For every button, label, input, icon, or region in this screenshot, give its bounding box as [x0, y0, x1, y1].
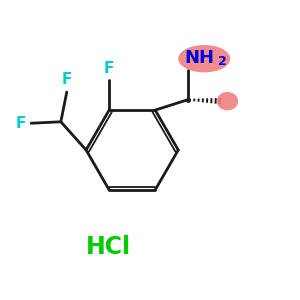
Text: 2: 2: [218, 55, 227, 68]
Text: NH: NH: [184, 49, 214, 67]
Ellipse shape: [217, 92, 238, 110]
Text: F: F: [61, 72, 72, 87]
Text: HCl: HCl: [86, 235, 131, 259]
Text: F: F: [104, 61, 114, 76]
Text: F: F: [16, 116, 26, 131]
Ellipse shape: [178, 45, 230, 72]
